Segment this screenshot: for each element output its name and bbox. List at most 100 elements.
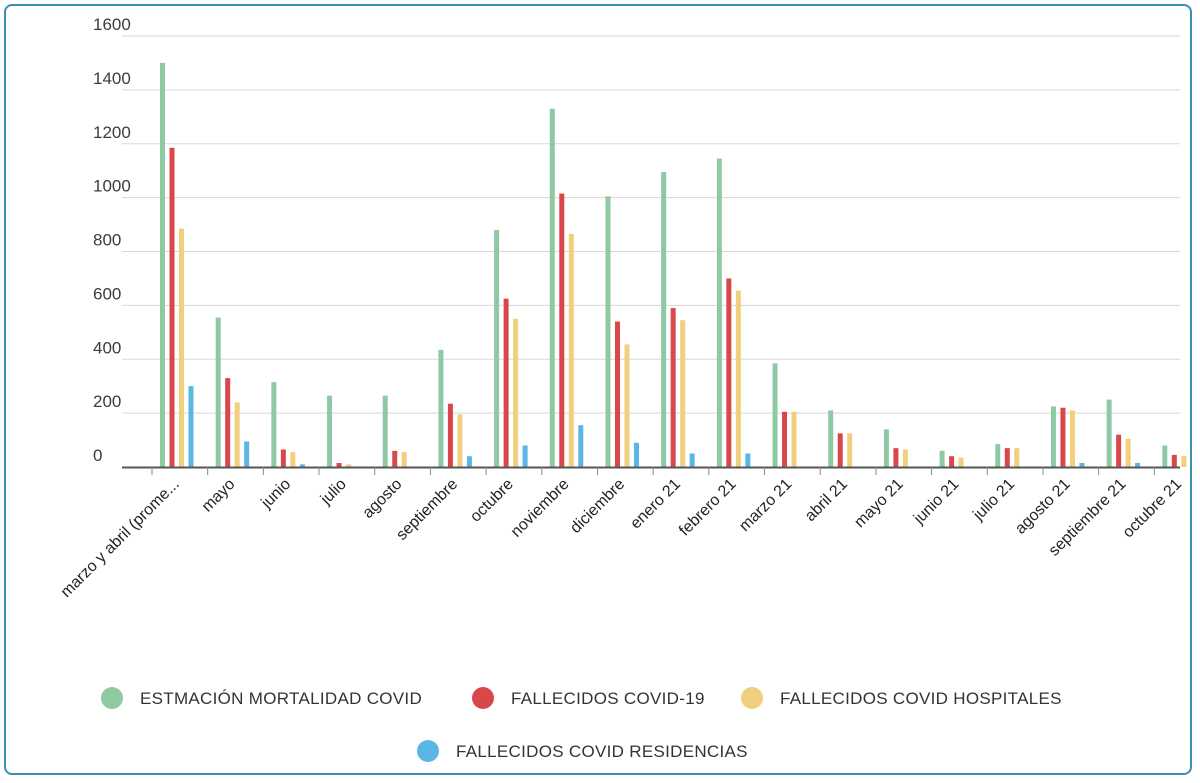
bar	[1079, 462, 1085, 467]
legend-label: FALLECIDOS COVID HOSPITALES	[780, 689, 1062, 708]
bar	[280, 449, 286, 467]
bar	[299, 464, 305, 467]
bar	[828, 410, 834, 467]
category-label: noviembre	[508, 476, 573, 541]
bar	[1050, 406, 1056, 467]
bar	[457, 414, 463, 467]
bar	[902, 449, 908, 467]
bar	[290, 452, 296, 467]
legend-marker	[417, 740, 439, 762]
bar	[1116, 434, 1122, 467]
bar	[578, 425, 584, 467]
category-label: agosto	[360, 476, 406, 522]
y-tick-label: 1400	[93, 69, 131, 88]
bar	[847, 433, 853, 467]
y-tick-label: 200	[93, 392, 121, 411]
bar	[624, 344, 630, 467]
grid-lines	[122, 35, 1180, 414]
bar	[188, 386, 194, 467]
category-label: marzo 21	[736, 476, 795, 535]
bar	[503, 298, 509, 467]
bar	[1181, 456, 1187, 467]
category-label: febrero 21	[676, 476, 740, 540]
bar	[494, 229, 500, 467]
bar	[225, 378, 231, 467]
bar	[234, 402, 240, 467]
bar	[438, 349, 444, 467]
legend-label: ESTMACIÓN MORTALIDAD COVID	[140, 689, 422, 708]
bar	[522, 445, 528, 467]
y-tick-label: 0	[93, 446, 102, 465]
bar	[1004, 448, 1010, 467]
legend-label: FALLECIDOS COVID RESIDENCIAS	[456, 742, 748, 761]
bar	[605, 196, 611, 467]
legend-marker	[472, 687, 494, 709]
bar	[661, 172, 667, 468]
bar	[549, 108, 555, 467]
category-label: octubre 21	[1120, 476, 1186, 542]
bar	[735, 290, 741, 467]
bar	[1125, 438, 1131, 467]
bar	[995, 444, 1001, 467]
category-label: enero 21	[627, 476, 684, 533]
bar	[513, 318, 519, 467]
bar	[782, 411, 788, 467]
y-axis-ticks: 0 200 400 600 800 1000 1200 1400 1600	[93, 15, 131, 465]
bar	[1162, 445, 1168, 467]
bar	[392, 450, 398, 467]
legend-label: FALLECIDOS COVID-19	[511, 689, 705, 708]
bar	[179, 228, 184, 467]
bar	[447, 403, 453, 467]
bar	[1171, 454, 1177, 467]
bar	[837, 433, 843, 467]
bar	[401, 452, 407, 467]
category-label: julio 21	[970, 476, 1019, 525]
bar	[346, 464, 352, 467]
bar	[160, 62, 165, 467]
y-tick-label: 1600	[93, 15, 131, 34]
bar	[382, 395, 388, 467]
bar	[949, 456, 955, 467]
bar	[1060, 407, 1066, 467]
bar	[327, 395, 333, 467]
legend-marker	[101, 687, 123, 709]
bar	[772, 363, 778, 467]
bar	[271, 382, 277, 467]
bar	[745, 453, 751, 467]
y-tick-label: 400	[93, 338, 121, 357]
chart-frame	[4, 4, 1192, 775]
bar	[336, 462, 342, 467]
bar	[893, 448, 899, 467]
bar	[1014, 448, 1020, 467]
bar	[670, 308, 676, 467]
category-label: abril 21	[802, 476, 851, 525]
category-label: junio	[258, 476, 295, 513]
bar	[559, 193, 565, 467]
bar	[791, 411, 797, 467]
bar	[169, 147, 175, 467]
x-axis-ticks	[151, 467, 1155, 475]
y-tick-label: 800	[93, 231, 121, 250]
legend-marker	[741, 687, 763, 709]
legend: ESTMACIÓN MORTALIDAD COVID FALLECIDOS COV…	[101, 687, 1062, 762]
bar	[939, 450, 945, 467]
bar	[1135, 462, 1141, 467]
bar	[568, 233, 574, 467]
y-tick-label: 1000	[93, 177, 131, 196]
bar	[244, 441, 250, 467]
bar	[726, 278, 732, 467]
category-label: marzo y abril (prome...	[58, 476, 183, 601]
y-tick-label: 1200	[93, 123, 131, 142]
bar	[466, 456, 472, 467]
bar	[883, 429, 889, 467]
y-tick-label: 600	[93, 284, 121, 303]
category-label: mayo	[199, 476, 239, 516]
category-label: junio 21	[910, 476, 962, 528]
bar	[1106, 399, 1112, 467]
category-label: julio	[317, 476, 350, 509]
category-labels: marzo y abril (prome... mayo junio julio ago…	[58, 476, 1186, 601]
bar	[1069, 410, 1075, 467]
bar	[716, 158, 722, 468]
bar	[215, 317, 221, 467]
